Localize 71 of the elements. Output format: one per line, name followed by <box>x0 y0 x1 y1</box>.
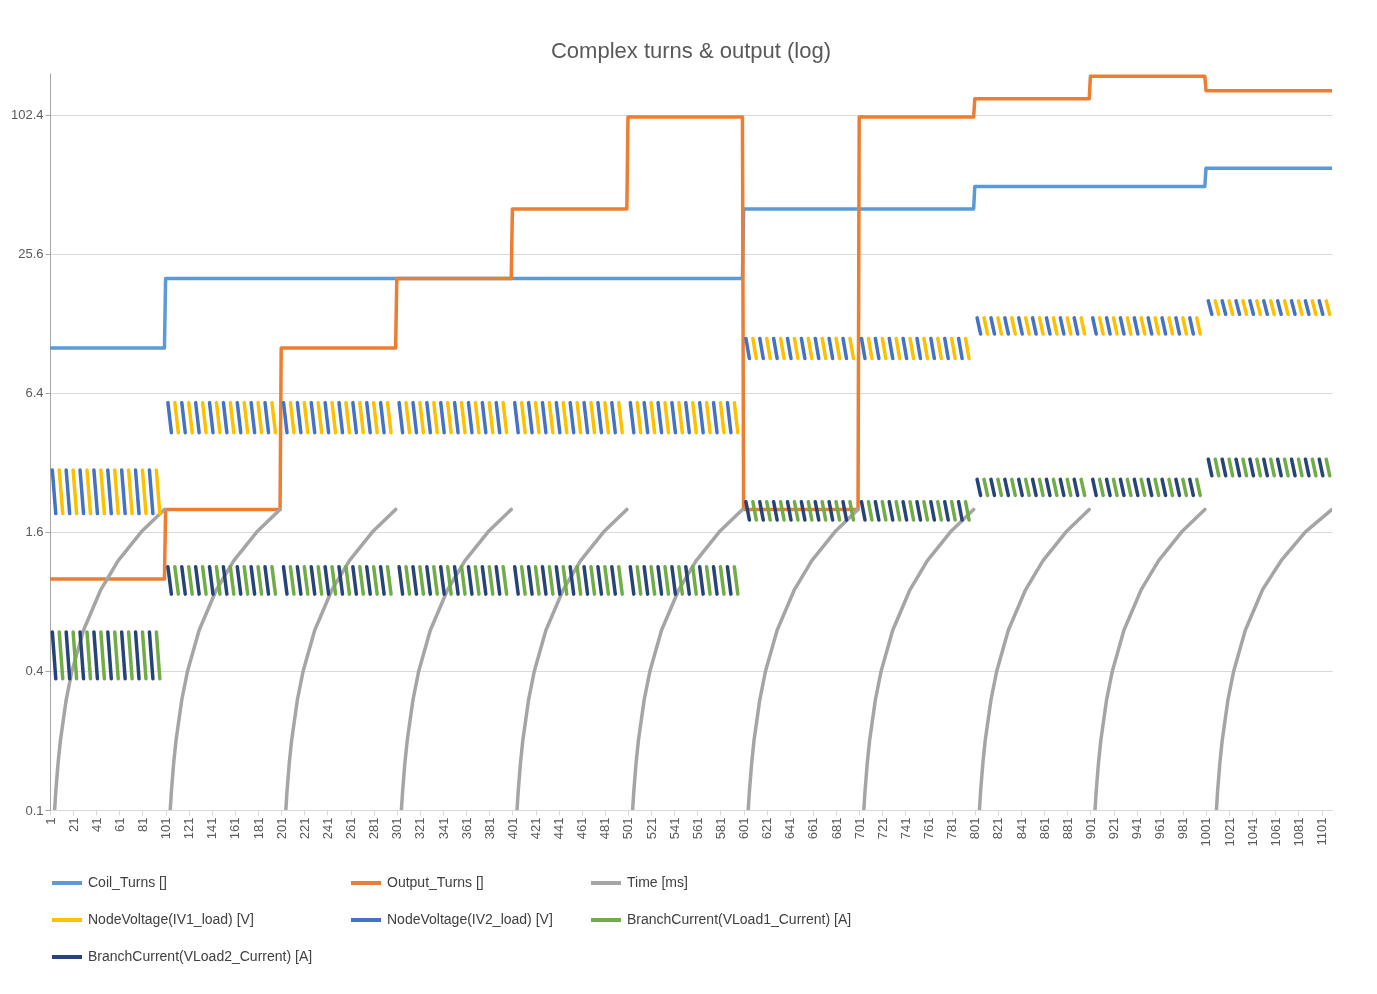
x-tick-label: 921 <box>1106 817 1122 840</box>
x-tick-label: 201 <box>273 817 289 840</box>
x-tick-label: 161 <box>227 817 243 840</box>
x-tick-label: 1081 <box>1290 817 1306 847</box>
y-tick-label: 1.6 <box>25 524 44 540</box>
x-tick-label: 601 <box>736 817 752 840</box>
x-tick-label: 561 <box>689 817 705 840</box>
x-tick-label: 1001 <box>1198 817 1214 847</box>
x-tick-label: 241 <box>319 817 335 840</box>
y-tick-label: 0.4 <box>25 663 44 679</box>
x-tick-label: 461 <box>574 817 590 840</box>
legend-label: NodeVoltage(IV1_load) [V] <box>88 911 254 927</box>
x-tick-label: 61 <box>111 817 127 832</box>
line-series <box>50 74 1332 581</box>
y-tick-label: 0.1 <box>25 802 44 818</box>
x-tick-label: 841 <box>1013 817 1029 840</box>
y-tick-label: 102.4 <box>10 107 44 123</box>
x-tick-label: 961 <box>1152 817 1168 840</box>
x-tick-label: 441 <box>551 817 567 840</box>
x-tick-label: 721 <box>874 817 890 840</box>
x-tick-label: 381 <box>481 817 497 840</box>
x-tick-label: 141 <box>204 817 220 840</box>
x-tick-label: 781 <box>944 817 960 840</box>
chart-title: Complex turns & output (log) <box>550 38 832 63</box>
x-tick-label: 821 <box>990 817 1006 840</box>
x-tick-label: 21 <box>65 817 81 832</box>
x-tick-label: 941 <box>1129 817 1145 840</box>
x-tick-label: 861 <box>1036 817 1052 840</box>
x-tick-label: 121 <box>181 817 197 840</box>
x-tick-label: 481 <box>597 817 613 840</box>
x-tick-label: 661 <box>805 817 821 840</box>
x-tick-label: 761 <box>921 817 937 840</box>
x-tick-label: 361 <box>458 817 474 840</box>
x-tick-label: 341 <box>435 817 451 840</box>
x-tick-label: 681 <box>828 817 844 840</box>
x-tick-label: 581 <box>712 817 728 840</box>
legend-label: Time [ms] <box>627 874 688 890</box>
x-tick-label: 281 <box>366 817 382 840</box>
x-tick-label: 801 <box>967 817 983 840</box>
x-tick-label: 521 <box>643 817 659 840</box>
legend-label: Output_Turns [] <box>387 874 484 890</box>
legend-label: BranchCurrent(VLoad2_Current) [A] <box>88 948 313 964</box>
x-tick-label: 1021 <box>1221 817 1237 847</box>
x-tick-label: 1041 <box>1244 817 1260 847</box>
x-tick-label: 181 <box>250 817 266 840</box>
legend-label: NodeVoltage(IV2_load) [V] <box>387 911 553 927</box>
x-tick-label: 981 <box>1175 817 1191 840</box>
x-tick-label: 321 <box>412 817 428 840</box>
x-tick-label: 641 <box>782 817 798 840</box>
x-tick-label: 1 <box>42 817 58 825</box>
x-tick-label: 701 <box>851 817 867 840</box>
x-tick-label: 401 <box>504 817 520 840</box>
x-tick-label: 81 <box>134 817 150 832</box>
y-tick-label: 25.6 <box>18 246 44 262</box>
x-tick-label: 261 <box>343 817 359 840</box>
x-tick-label: 901 <box>1082 817 1098 840</box>
x-tick-label: 101 <box>158 817 174 840</box>
x-tick-label: 541 <box>666 817 682 840</box>
x-tick-label: 221 <box>296 817 312 840</box>
x-tick-label: 41 <box>88 817 104 832</box>
x-tick-label: 1061 <box>1267 817 1283 847</box>
x-tick-label: 421 <box>528 817 544 840</box>
x-tick-label: 1101 <box>1314 817 1330 846</box>
x-tick-label: 741 <box>897 817 913 840</box>
y-tick-label: 6.4 <box>25 385 44 401</box>
legend-label: BranchCurrent(VLoad1_Current) [A] <box>627 911 852 927</box>
x-tick-label: 301 <box>389 817 405 840</box>
legend-label: Coil_Turns [] <box>88 874 167 890</box>
x-tick-label: 881 <box>1059 817 1075 840</box>
x-tick-label: 501 <box>620 817 636 840</box>
x-tick-label: 621 <box>759 817 775 840</box>
